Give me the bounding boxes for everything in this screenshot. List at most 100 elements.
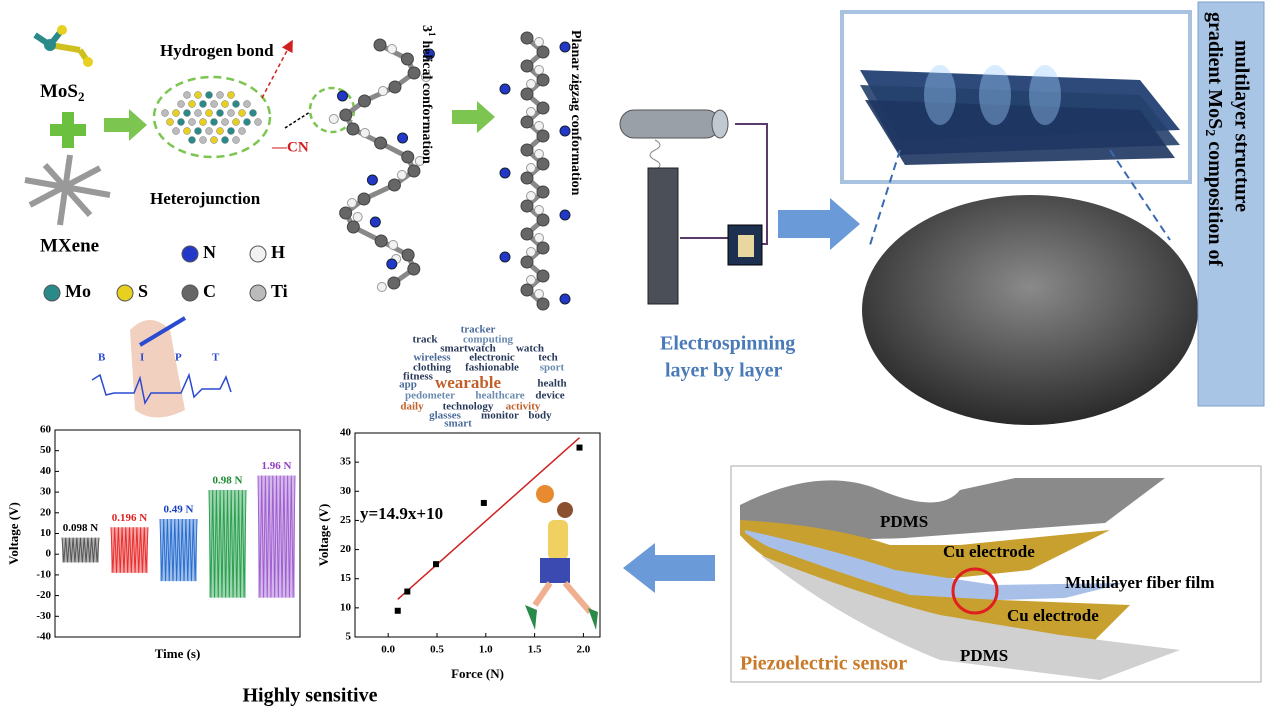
atom: [526, 191, 536, 201]
atom: [536, 101, 550, 115]
zigzag-label: Planar zigzag conformation: [568, 30, 583, 196]
atom: [536, 73, 550, 87]
atom: [188, 100, 196, 108]
y-tick-label: 50: [40, 444, 52, 456]
y-tick-label: 15: [340, 572, 352, 584]
voltage-time-chart: -40 -30 -20 -10 0 10 20 30 40 50 60 Time (s) Voltage…: [6, 424, 301, 661]
zoom-line: [869, 149, 901, 246]
atom: [232, 100, 240, 108]
y-tick-label: 25: [340, 514, 352, 526]
atom: [499, 83, 511, 95]
atom: [396, 170, 407, 180]
x-tick-label: 0.0: [381, 644, 395, 656]
point: [433, 561, 440, 568]
y-tick-label: 40: [40, 465, 52, 477]
atom-swatch: [249, 284, 267, 302]
y-tick-label: 60: [40, 424, 52, 436]
atom: [534, 205, 544, 215]
helical-label: 31helical conformation: [419, 25, 437, 164]
atom: [526, 107, 536, 117]
atom: [210, 136, 218, 144]
x-tick-label: 0.5: [430, 644, 444, 656]
y-tick-label: 10: [40, 527, 52, 539]
mxene-label: MXene: [40, 235, 99, 256]
atom: [339, 108, 353, 122]
word: health: [537, 378, 566, 390]
atom: [520, 255, 534, 269]
atom: [536, 241, 550, 255]
atom-legend: N H Mo S C Ti: [43, 242, 288, 302]
atom: [177, 100, 185, 108]
pulse-label: P: [175, 352, 182, 364]
atom: [374, 136, 388, 150]
atom: [520, 87, 534, 101]
signal: [208, 490, 247, 598]
atom: [227, 91, 235, 99]
word: computing: [463, 334, 514, 346]
atom: [536, 269, 550, 283]
atom: [238, 109, 246, 117]
atom: [199, 100, 207, 108]
atom: [232, 118, 240, 126]
point: [404, 588, 411, 595]
atom: [536, 45, 550, 59]
atom: [386, 258, 398, 270]
atom: [520, 115, 534, 129]
point: [394, 607, 401, 614]
atom: [183, 91, 191, 99]
atom: [534, 37, 544, 47]
atom: [526, 247, 536, 257]
y-tick-label: 20: [40, 506, 52, 518]
atom: [536, 297, 550, 311]
atom: [534, 289, 544, 299]
atom-swatch: [181, 245, 199, 263]
y-axis-label: Voltage (V): [6, 502, 21, 565]
atom: [166, 118, 174, 126]
fit-equation: y=14.9x+10: [360, 504, 443, 523]
x-tick-label: 1.0: [479, 644, 493, 656]
atom: [407, 66, 421, 80]
atom: [534, 65, 544, 75]
mos2-label: MoS2: [40, 81, 85, 104]
structure-label: multilayer structure: [1230, 40, 1252, 212]
zoom-line: [1109, 149, 1171, 241]
word: wireless: [413, 352, 451, 364]
layer-label: PDMS: [880, 512, 928, 531]
atom-label: N: [203, 242, 216, 262]
atom-swatch: [116, 284, 134, 302]
y-tick-label: 10: [340, 601, 352, 613]
atom: [172, 109, 180, 117]
atom: [346, 198, 357, 208]
y-tick-label: 20: [340, 543, 352, 555]
x-tick-label: 1.5: [528, 644, 542, 656]
force-label: 1.96 N: [262, 460, 292, 472]
atom: [387, 178, 401, 192]
atom: [536, 157, 550, 171]
word: daily: [400, 401, 424, 413]
layer-label: Multilayer fiber film: [1065, 573, 1215, 592]
atom: [232, 136, 240, 144]
word: fitness: [403, 371, 434, 383]
layer-label: Cu electrode: [943, 542, 1035, 561]
y-tick-label: -40: [36, 631, 51, 643]
atom: [221, 100, 229, 108]
x-axis-label: Time (s): [155, 646, 201, 661]
atom: [205, 127, 213, 135]
atom-label: Ti: [271, 281, 288, 301]
y-tick-label: 35: [340, 456, 352, 468]
y-tick-label: -10: [36, 568, 51, 580]
word: sport: [540, 362, 565, 374]
atom: [210, 100, 218, 108]
voltage-force-chart: 5 10 15 20 25 30 35 40 Force (N) Voltage (V) 0.0 0.…: [316, 427, 601, 681]
hbond-arrow: [261, 39, 293, 99]
atom: [369, 216, 381, 228]
atom: [388, 240, 399, 250]
word: clothing: [413, 362, 451, 374]
atom: [177, 118, 185, 126]
atom: [520, 143, 534, 157]
y-tick-label: -20: [36, 589, 51, 601]
atom: [397, 132, 409, 144]
